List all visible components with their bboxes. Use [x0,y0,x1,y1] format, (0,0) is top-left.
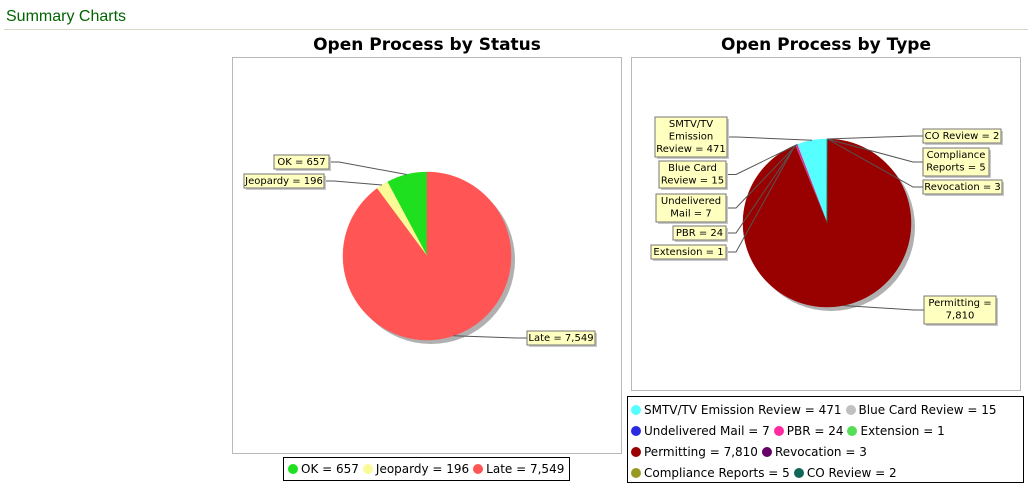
legend-label: PBR = 24 [786,423,844,438]
legend-label: Permitting = 7,810 [644,444,758,459]
slice-label-smtv-tv-emission-review: Review = 471 [656,144,726,155]
slice-label-box [526,330,596,346]
slice-label-smtv-tv-emission-review: Emission [669,132,714,143]
legend-swatch [362,464,373,474]
slice-label-box [658,160,727,189]
slice-label-jeopardy: Jeopardy = 196 [244,176,323,187]
slice-label-box [650,244,727,260]
legend-swatch [288,464,298,474]
leader-line [726,144,798,209]
leader-line [827,135,923,140]
legend-swatch [761,446,772,457]
leader-line [726,145,796,253]
legend-label: Undelivered Mail = 7 [644,423,770,438]
leader-line [453,335,527,339]
chart-title-status: Open Process by Status [313,35,541,55]
leader-line [842,305,924,311]
slice-label-compliance-reports: Reports = 5 [926,163,985,174]
legend-row: Undelivered Mail = 7 PBR = 24 Extension = … [631,420,1020,441]
legend-item-jeopardy: Jeopardy = 196 [362,462,470,476]
slice-label-box [672,225,727,241]
legend-item-undelivered-mail: Undelivered Mail = 7 [631,424,770,438]
status-plot-area: OK = 657 Jeopardy = 196 Late = 7,549 [232,57,622,454]
legend-item-permitting: Permitting = 7,810 [631,445,758,459]
legend-item-blue-card-review: Blue Card Review = 15 [845,402,997,417]
legend-swatch [631,446,641,457]
slice-label-box [922,147,990,177]
legend-swatch [631,404,641,415]
legend-swatch [773,425,784,436]
legend-label: SMTV/TV Emission Review = 471 [644,402,842,417]
slice-label-late: Late = 7,549 [528,333,593,344]
chart-title-type: Open Process by Type [721,35,931,55]
status-pie-chart: OK = 657 Jeopardy = 196 Late = 7,549 [243,154,597,347]
section-title: Summary Charts [6,8,127,25]
legend-label: Jeopardy = 196 [375,462,470,476]
slice-label-compliance-reports: Compliance [927,150,986,161]
slice-label-co-review: CO Review = 2 [925,131,1000,142]
slice-label-extension: Extension = 1 [653,247,723,258]
legend-label: Revocation = 3 [774,444,867,459]
legend-row: Permitting = 7,810 Revocation = 3 [631,441,1020,462]
legend-item-pbr: PBR = 24 [773,423,844,438]
slice-label-permitting: Permitting = [928,298,991,309]
legend-swatch [793,467,804,478]
legend-item-compliance-reports: Compliance Reports = 5 [631,466,790,480]
legend-item-extension: Extension = 1 [847,423,945,438]
slice-label-box [922,179,1003,195]
legend-label: Compliance Reports = 5 [644,465,790,480]
legend-swatch [845,404,856,415]
legend-swatch [631,467,641,478]
slice-label-undelivered-mail: Undelivered [661,196,721,207]
leader-line [727,136,813,141]
legend-label: Late = 7,549 [486,462,565,476]
legend-item-ok: OK = 657 [288,462,359,476]
slice-label-undelivered-mail: Mail = 7 [670,209,711,220]
section-divider [4,29,1028,30]
status-legend: OK = 657 Jeopardy = 196 Late = 7,549 [283,457,570,481]
slice-label-box [655,193,727,223]
leader-line [827,138,923,188]
legend-row: Compliance Reports = 5 CO Review = 2 [631,462,1020,483]
slice-label-box [923,295,997,325]
legend-label: Extension = 1 [860,423,945,438]
slice-label-ok: OK = 657 [277,157,325,168]
leader-line [324,180,383,186]
slice-label-blue-card-review: Blue Card [668,163,717,174]
slice-label-blue-card-review: Review = 15 [661,176,724,187]
slice-label-box [243,173,325,189]
slice-label-revocation: Revocation = 3 [924,182,1001,193]
pie-slice-late [342,171,512,341]
legend-item-revocation: Revocation = 3 [761,444,867,459]
legend-swatch [847,425,858,436]
slice-label-smtv-tv-emission-review: SMTV/TV [669,119,713,130]
slice-label-pbr: PBR = 24 [676,228,723,239]
legend-swatch [631,425,641,436]
legend-label: Blue Card Review = 15 [858,402,997,417]
legend-label: CO Review = 2 [806,465,897,480]
slice-label-box [273,154,330,170]
leader-line [726,144,797,234]
leader-line [726,143,798,175]
type-legend: SMTV/TV Emission Review = 471 Blue Card R… [627,396,1024,483]
legend-row: OK = 657 Jeopardy = 196 Late = 7,549 [288,459,568,480]
legend-swatch [473,464,484,474]
legend-item-co-review: CO Review = 2 [793,465,897,480]
legend-item-smtv-tv-emission-review: SMTV/TV Emission Review = 471 [631,403,842,417]
legend-row: SMTV/TV Emission Review = 471 Blue Card R… [631,399,1020,420]
legend-item-late: Late = 7,549 [473,462,564,476]
slice-label-permitting: 7,810 [946,311,975,322]
type-plot-area: SMTV/TV Emission Review = 471 Blue Card Revi… [631,57,1021,391]
leader-line [827,138,923,163]
legend-label: OK = 657 [301,462,359,476]
slice-label-box [922,128,1002,144]
leader-line [329,161,407,175]
slice-label-box [654,116,728,158]
